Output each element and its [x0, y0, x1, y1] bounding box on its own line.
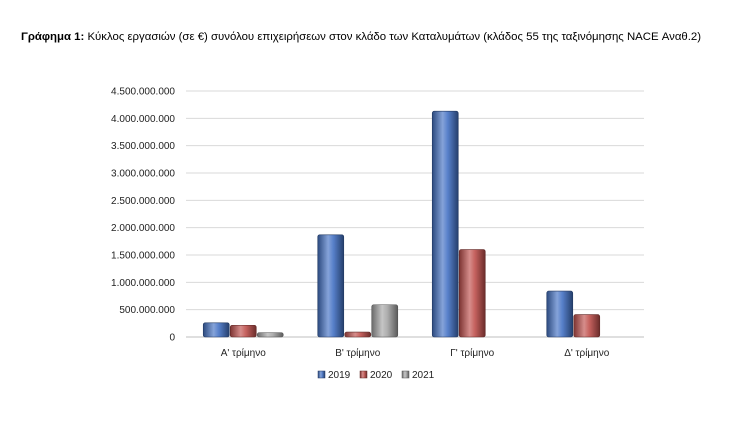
bar-2020-q3 — [458, 249, 486, 338]
bar-2020-q2 — [344, 331, 372, 338]
y-tick-label: 1.000.000.000 — [111, 278, 175, 289]
gridlines — [186, 90, 644, 338]
caption-text: Κύκλος εργασιών (σε €) συνόλου επιχειρήσ… — [84, 31, 702, 43]
y-tick-label: 4.500.000.000 — [111, 87, 175, 98]
bar-2021-q1 — [256, 332, 284, 338]
y-tick-label: 3.500.000.000 — [111, 141, 175, 152]
legend-swatch-2021 — [401, 370, 410, 379]
caption-prefix: Γράφημα 1: — [21, 31, 85, 43]
bar-2020-q4 — [573, 314, 601, 338]
legend-label-2021: 2021 — [412, 370, 435, 381]
x-category-label: Α' τρίμηνο — [221, 347, 267, 359]
bar-2019-q3 — [431, 110, 459, 338]
legend-label-2019: 2019 — [328, 370, 351, 381]
x-category-label: Γ' τρίμηνο — [450, 347, 494, 359]
bar-2020-q1 — [229, 324, 257, 338]
y-tick-label: 3.000.000.000 — [111, 169, 175, 180]
bars — [202, 110, 601, 338]
y-tick-label: 500.000.000 — [119, 305, 175, 316]
y-axis-ticks: 0 500.000.000 1.000.000.000 1.500.000.000 2.… — [111, 87, 175, 344]
bar-2019-q2 — [317, 234, 345, 338]
legend-label-2020: 2020 — [370, 370, 393, 381]
x-axis-labels: Α' τρίμηνο Β' τρίμηνο Γ' τρίμηνο Δ' τρίμηνο — [221, 347, 610, 359]
x-category-label: Β' τρίμηνο — [335, 347, 381, 359]
y-tick-label: 2.000.000.000 — [111, 223, 175, 234]
legend-swatch-2019 — [317, 370, 326, 379]
chart-caption: Γράφημα 1: Κύκλος εργασιών (σε €) συνόλο… — [21, 30, 721, 45]
y-tick-label: 0 — [169, 333, 175, 344]
y-tick-label: 2.500.000.000 — [111, 196, 175, 207]
y-tick-label: 4.000.000.000 — [111, 114, 175, 125]
bar-2019-q4 — [546, 290, 574, 338]
bar-2019-q1 — [202, 322, 230, 338]
legend: 2019 2020 2021 — [317, 370, 435, 381]
y-tick-label: 1.500.000.000 — [111, 251, 175, 262]
bar-2021-q2 — [371, 304, 399, 338]
x-category-label: Δ' τρίμηνο — [564, 347, 610, 359]
legend-swatch-2020 — [359, 370, 368, 379]
